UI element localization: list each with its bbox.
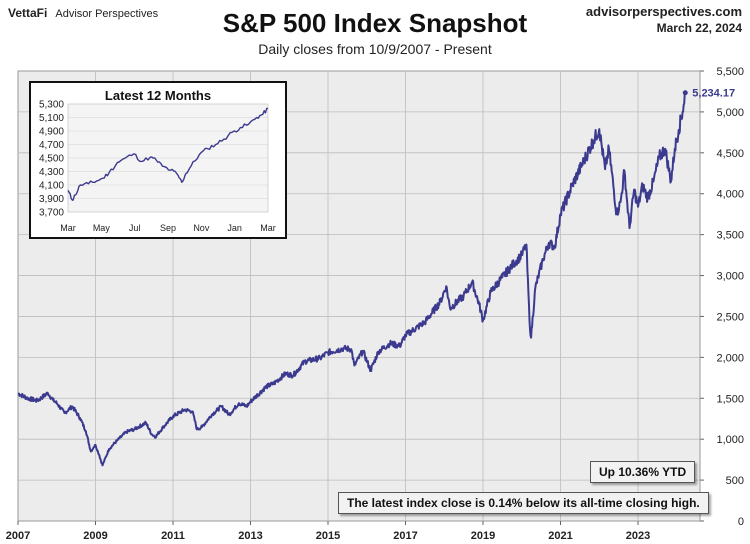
x-tick-label: 2015	[316, 530, 340, 542]
inset-y-tick-label: 5,100	[39, 113, 64, 124]
x-tick-label: 2009	[83, 530, 107, 542]
ath-annotation: The latest index close is 0.14% below it…	[338, 492, 709, 514]
inset-x-tick-label: Mar	[260, 223, 276, 233]
inset-y-tick-label: 4,700	[39, 140, 64, 151]
inset-x-tick-label: May	[93, 223, 111, 233]
brand-name: Advisor Perspectives	[55, 8, 159, 20]
inset-x-labels: Mar May Jul Sep Nov Jan Mar	[60, 223, 276, 233]
x-tick-label: 2021	[548, 530, 572, 542]
y-tick-label: 2,500	[716, 311, 744, 323]
y-tick-label: 3,000	[716, 271, 744, 283]
inset-x-tick-label: Mar	[60, 223, 76, 233]
chart-title: S&P 500 Index Snapshot	[222, 8, 528, 38]
inset-y-tick-label: 4,900	[39, 127, 64, 138]
y-tick-label: 3,500	[716, 230, 744, 242]
last-value-label: 5,234.17	[692, 88, 735, 100]
x-axis-labels: 2007 2009 2011 2013 2015 2017 2019 2021 2023	[6, 530, 650, 542]
x-tick-label: 2011	[161, 530, 185, 542]
inset-y-tick-label: 4,100	[39, 181, 64, 192]
inset-y-tick-label: 4,500	[39, 154, 64, 165]
x-tick-label: 2017	[393, 530, 417, 542]
inset-title: Latest 12 Months	[104, 88, 212, 103]
inset-line	[67, 107, 269, 201]
y-tick-label: 4,500	[716, 148, 744, 160]
y-tick-label: 1,000	[716, 434, 744, 446]
x-tick-label: 2007	[6, 530, 30, 542]
y-axis-labels: 0 500 1,000 1,500 2,000 2,500 3,000 3,500 4,000 4…	[716, 66, 744, 528]
vettafi-logo: VettaFi	[8, 6, 48, 20]
inset-y-tick-label: 4,300	[39, 167, 64, 178]
inset-y-tick-label: 3,900	[39, 194, 64, 205]
header-right: advisorperspectives.com March 22, 2024	[586, 4, 742, 35]
inset-y-labels: 3,700 3,900 4,100 4,300 4,500 4,700 4,900 5,100…	[39, 100, 64, 219]
inset-x-tick-label: Nov	[193, 223, 210, 233]
last-value-marker	[682, 90, 688, 96]
brand: VettaFi Advisor Perspectives	[8, 6, 158, 20]
x-tick-label: 2019	[471, 530, 495, 542]
inset-x-tick-label: Sep	[160, 223, 176, 233]
date-label: March 22, 2024	[656, 21, 742, 35]
inset-y-tick-label: 5,300	[39, 100, 64, 111]
y-tick-label: 2,000	[716, 352, 744, 364]
inset-x-tick-label: Jul	[129, 223, 141, 233]
inset-x-tick-label: Jan	[227, 223, 242, 233]
site-url: advisorperspectives.com	[585, 4, 742, 19]
x-tick-label: 2023	[626, 530, 650, 542]
y-tick-label: 5,000	[716, 107, 744, 119]
inset-y-tick-label: 3,700	[39, 208, 64, 219]
y-tick-label: 5,500	[716, 66, 744, 78]
x-tick-label: 2013	[238, 530, 262, 542]
ytd-annotation: Up 10.36% YTD	[590, 461, 696, 483]
y-tick-label: 1,500	[716, 393, 744, 405]
sp500-line	[17, 92, 687, 467]
chart-subtitle: Daily closes from 10/9/2007 - Present	[258, 41, 492, 57]
y-tick-label: 500	[726, 475, 744, 487]
y-tick-label: 0	[738, 516, 744, 528]
y-tick-label: 4,000	[716, 189, 744, 201]
